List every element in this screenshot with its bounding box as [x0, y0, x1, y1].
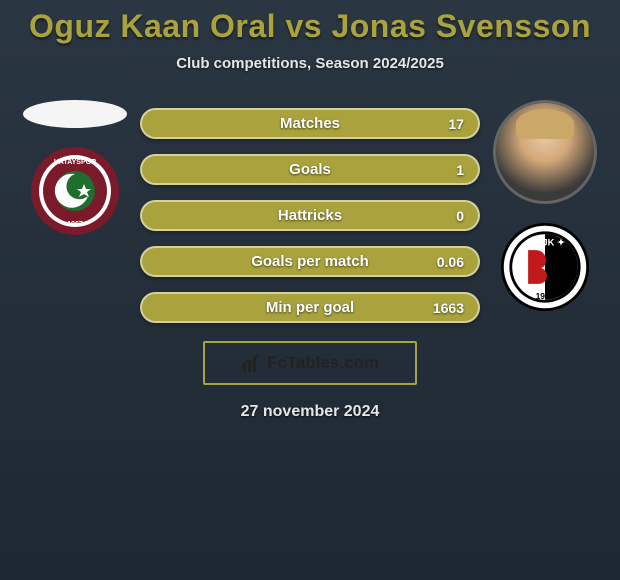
snapshot-date: 27 november 2024: [0, 403, 620, 421]
right-club-year: 1903: [536, 291, 555, 301]
svg-text:✦ BJK ✦: ✦ BJK ✦: [525, 237, 565, 247]
player-face-placeholder: [496, 103, 594, 201]
stat-row: Min per goal 1663: [140, 292, 480, 323]
left-club-badge: HATAYSPOR 1967: [30, 146, 120, 236]
hatayspor-badge-icon: HATAYSPOR 1967: [30, 146, 120, 236]
stat-label: Min per goal: [266, 299, 354, 316]
stat-value-right: 17: [448, 116, 464, 132]
stat-label: Hattricks: [278, 207, 342, 224]
stat-label: Matches: [280, 115, 340, 132]
brand-box: FcTables.com: [203, 341, 417, 385]
right-club-badge: ✦ BJK ✦ 1903: [500, 222, 590, 312]
comparison-body: HATAYSPOR 1967 Matches 17 Goals 1 Hattri…: [0, 100, 620, 323]
right-player-avatar: [493, 100, 597, 204]
left-club-year: 1967: [67, 221, 83, 228]
stat-value-right: 1: [456, 162, 464, 178]
stat-row: Hattricks 0: [140, 200, 480, 231]
stat-row: Matches 17: [140, 108, 480, 139]
stat-value-right: 0: [456, 208, 464, 224]
stats-column: Matches 17 Goals 1 Hattricks 0 Goals per…: [140, 100, 480, 323]
bar-chart-icon: [241, 352, 263, 374]
left-player-column: HATAYSPOR 1967: [20, 100, 130, 236]
brand-text: FcTables.com: [267, 353, 379, 373]
season-subtitle: Club competitions, Season 2024/2025: [0, 55, 620, 72]
stat-label: Goals per match: [251, 253, 369, 270]
comparison-title: Oguz Kaan Oral vs Jonas Svensson: [0, 8, 620, 45]
stat-row: Goals per match 0.06: [140, 246, 480, 277]
right-player-column: ✦ BJK ✦ 1903: [490, 100, 600, 312]
stat-value-right: 0.06: [437, 254, 464, 270]
left-player-avatar: [23, 100, 127, 128]
svg-text:HATAYSPOR: HATAYSPOR: [54, 159, 96, 166]
stat-value-right: 1663: [433, 300, 464, 316]
stat-label: Goals: [289, 161, 331, 178]
stat-row: Goals 1: [140, 154, 480, 185]
besiktas-badge-icon: ✦ BJK ✦ 1903: [500, 219, 590, 315]
